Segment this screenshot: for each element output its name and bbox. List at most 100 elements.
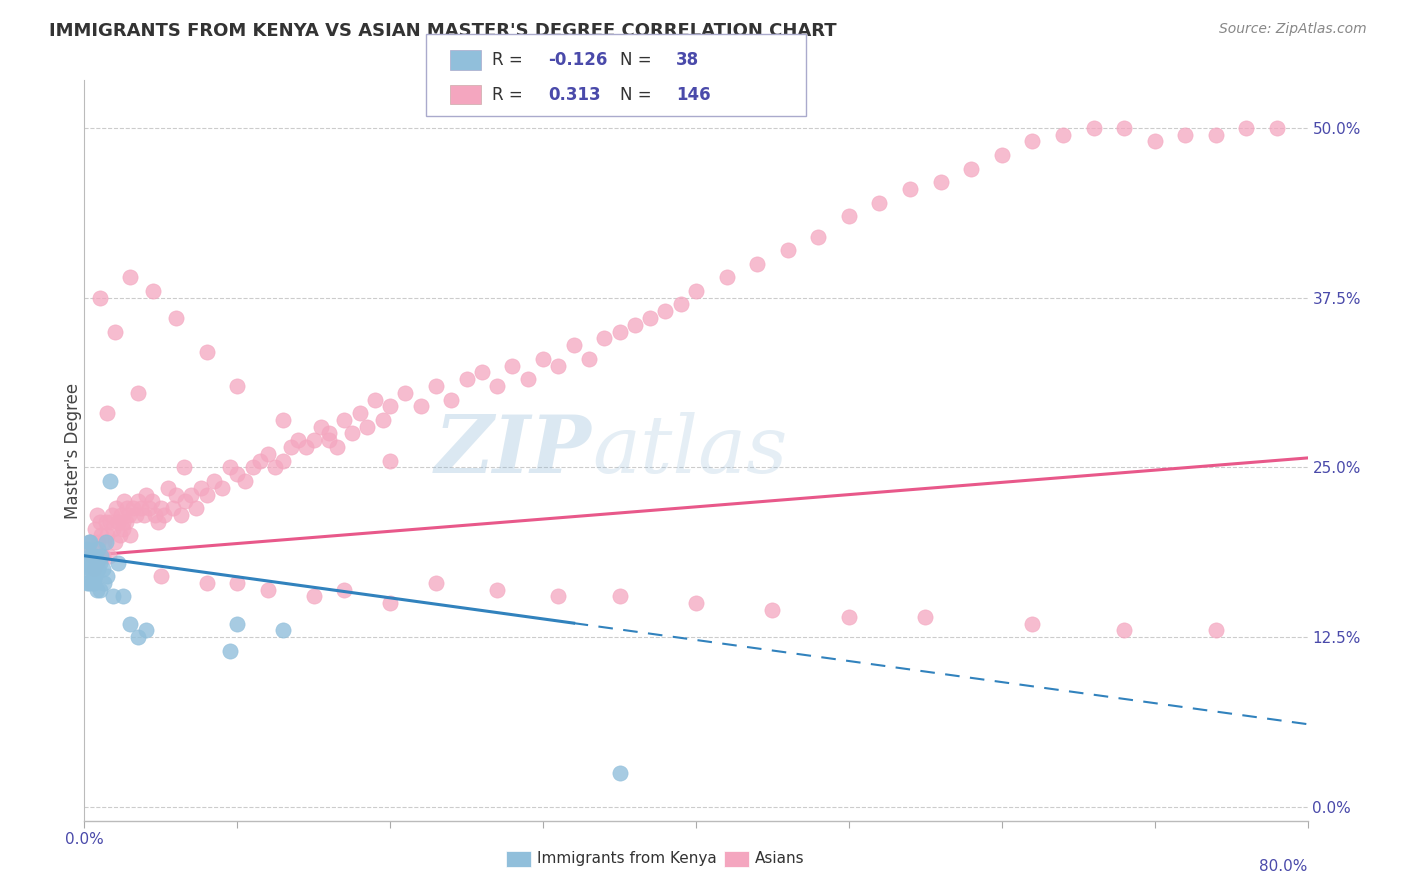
Point bbox=[333, 582, 356, 597]
Point bbox=[162, 501, 184, 516]
Point bbox=[138, 501, 160, 516]
Point bbox=[287, 434, 309, 448]
Point bbox=[96, 528, 118, 542]
Point bbox=[86, 508, 108, 522]
Point bbox=[486, 379, 509, 393]
Point bbox=[146, 515, 169, 529]
Point bbox=[716, 270, 738, 285]
Point bbox=[302, 434, 325, 448]
Point bbox=[103, 590, 125, 604]
Point bbox=[120, 270, 142, 285]
Point bbox=[170, 508, 193, 522]
Point bbox=[609, 325, 631, 339]
Point bbox=[1174, 128, 1197, 142]
Point bbox=[83, 562, 105, 576]
Point bbox=[77, 541, 100, 556]
Point bbox=[118, 508, 141, 522]
Point bbox=[929, 175, 952, 189]
Point bbox=[271, 413, 294, 427]
Point bbox=[79, 562, 101, 576]
Point bbox=[242, 460, 264, 475]
Point bbox=[157, 481, 180, 495]
Point bbox=[311, 419, 333, 434]
Point bbox=[218, 460, 240, 475]
Point bbox=[98, 515, 121, 529]
Point bbox=[153, 508, 176, 522]
Point bbox=[84, 549, 107, 563]
Point bbox=[1021, 616, 1043, 631]
Point bbox=[114, 515, 136, 529]
Point bbox=[89, 291, 111, 305]
Point bbox=[531, 351, 554, 366]
Point bbox=[1236, 120, 1258, 135]
Text: 80.0%: 80.0% bbox=[1260, 859, 1308, 873]
Point bbox=[98, 474, 121, 488]
Point bbox=[685, 596, 707, 610]
Text: atlas: atlas bbox=[592, 412, 787, 489]
Point bbox=[149, 501, 172, 516]
Point bbox=[79, 535, 101, 549]
Point bbox=[84, 522, 107, 536]
Point bbox=[127, 630, 149, 644]
Point bbox=[325, 440, 347, 454]
Point bbox=[380, 453, 402, 467]
Point bbox=[195, 345, 218, 359]
Point bbox=[318, 434, 340, 448]
Point bbox=[80, 562, 103, 576]
Point bbox=[456, 372, 478, 386]
Point bbox=[578, 351, 600, 366]
Point bbox=[80, 575, 103, 590]
Point bbox=[89, 582, 111, 597]
Point bbox=[914, 610, 936, 624]
Point bbox=[127, 494, 149, 508]
Point bbox=[471, 365, 494, 379]
Text: IMMIGRANTS FROM KENYA VS ASIAN MASTER'S DEGREE CORRELATION CHART: IMMIGRANTS FROM KENYA VS ASIAN MASTER'S … bbox=[49, 22, 837, 40]
Point bbox=[638, 311, 661, 326]
Point bbox=[202, 474, 225, 488]
Point bbox=[86, 556, 108, 570]
Point bbox=[93, 575, 115, 590]
Point bbox=[96, 406, 118, 420]
Point bbox=[991, 148, 1014, 162]
Point bbox=[91, 549, 114, 563]
Point bbox=[502, 359, 524, 373]
Point bbox=[624, 318, 647, 332]
Point bbox=[318, 426, 340, 441]
Text: 38: 38 bbox=[676, 52, 699, 70]
Point bbox=[280, 440, 302, 454]
Point bbox=[132, 508, 155, 522]
Point bbox=[135, 624, 157, 638]
Point bbox=[593, 331, 616, 345]
Point bbox=[89, 549, 111, 563]
Point bbox=[165, 487, 187, 501]
Point bbox=[110, 508, 132, 522]
Point bbox=[127, 385, 149, 400]
Point bbox=[93, 535, 115, 549]
Point bbox=[1143, 135, 1166, 149]
Point bbox=[77, 556, 100, 570]
Point bbox=[77, 575, 100, 590]
Point bbox=[129, 501, 152, 516]
Text: ZIP: ZIP bbox=[434, 412, 592, 489]
Point bbox=[86, 582, 108, 597]
Point bbox=[226, 616, 249, 631]
Point bbox=[685, 284, 707, 298]
Point bbox=[486, 582, 509, 597]
Point bbox=[218, 644, 240, 658]
Point bbox=[111, 522, 134, 536]
Point bbox=[271, 624, 294, 638]
Point bbox=[380, 400, 402, 414]
Point bbox=[1114, 120, 1136, 135]
Text: R =: R = bbox=[492, 87, 529, 104]
Point bbox=[87, 535, 110, 549]
Point bbox=[960, 161, 983, 176]
Point bbox=[105, 501, 128, 516]
Point bbox=[94, 535, 117, 549]
Point bbox=[869, 195, 891, 210]
Point bbox=[1083, 120, 1105, 135]
Point bbox=[257, 447, 280, 461]
Point bbox=[90, 528, 112, 542]
Point bbox=[340, 426, 363, 441]
Point bbox=[141, 494, 163, 508]
Text: Asians: Asians bbox=[755, 852, 804, 866]
